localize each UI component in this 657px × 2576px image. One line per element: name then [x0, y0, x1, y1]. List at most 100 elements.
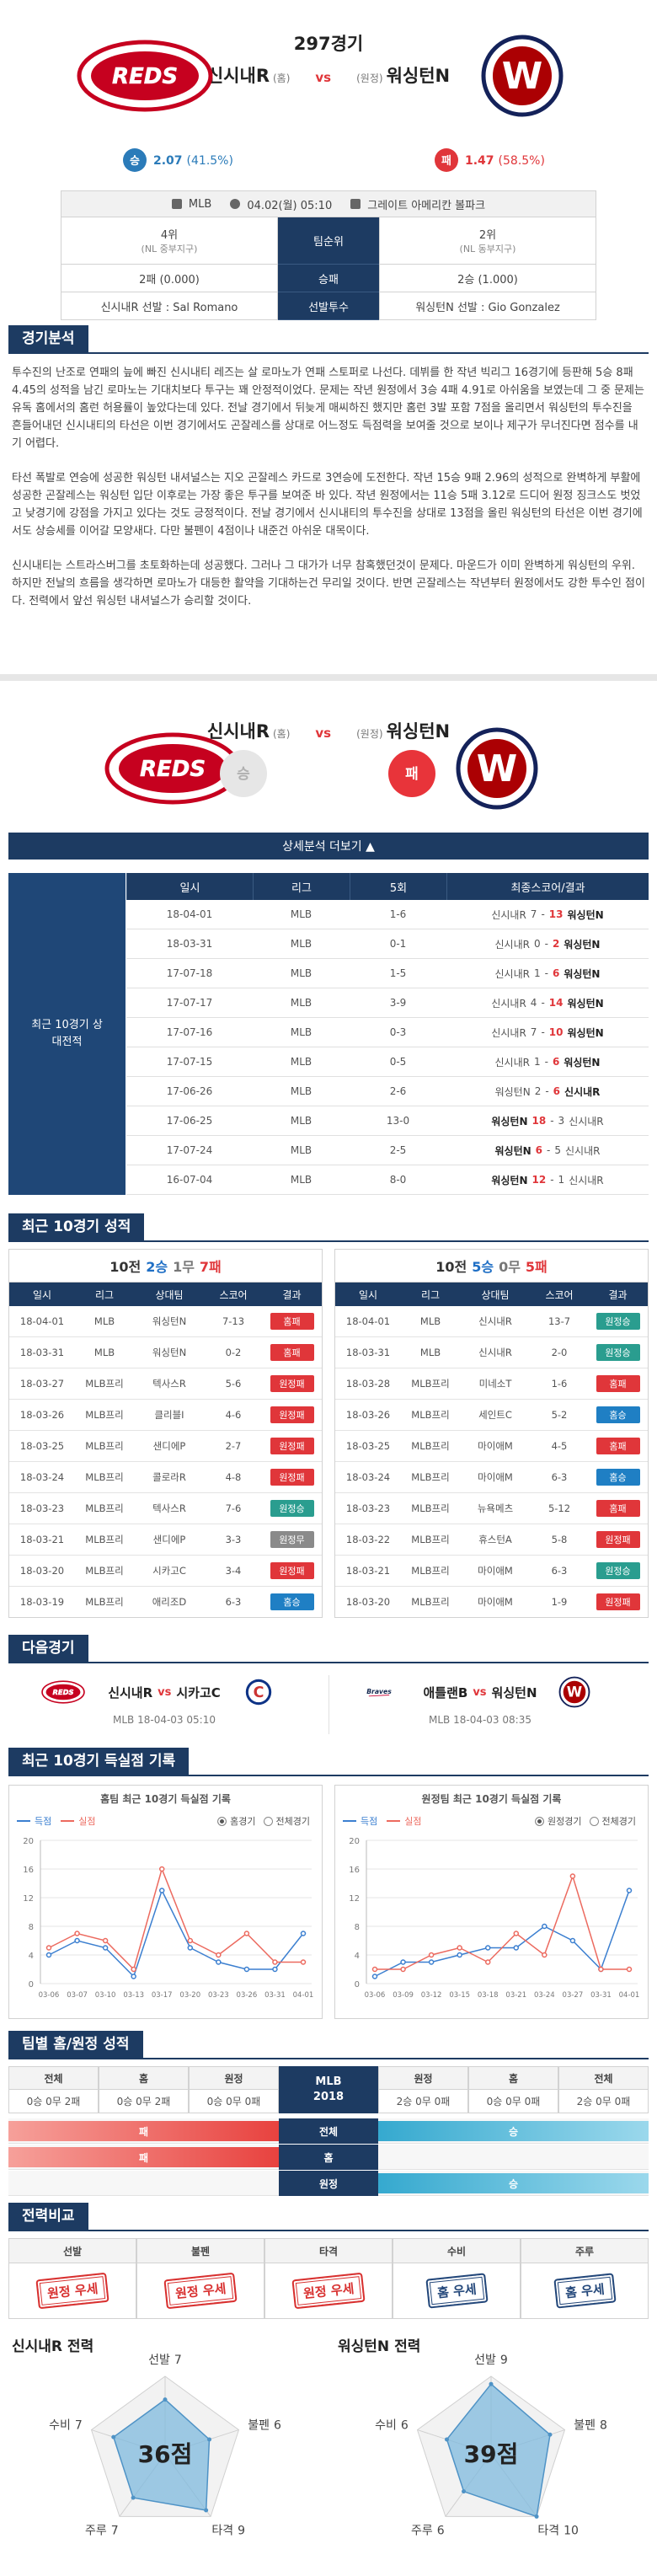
- h2h-result: 신시내R 0-2 워싱턴N: [446, 929, 649, 959]
- ha-value: 0승 0무 2패: [8, 2090, 99, 2113]
- result-text: 패: [405, 766, 419, 783]
- radio-button[interactable]: [589, 1816, 599, 1826]
- logo-body: [248, 1681, 270, 1703]
- h2h-cell: 13-0: [350, 1106, 446, 1136]
- recent-cell: 18-04-01: [8, 1306, 76, 1337]
- team-name: 워싱턴N: [491, 1174, 528, 1186]
- legend-label: 득점: [35, 1816, 52, 1827]
- h2h-cell: MLB: [253, 1136, 350, 1165]
- next-teams: 신시내R vs 시카고C: [84, 1680, 244, 1704]
- away-team: 워싱턴N: [386, 721, 451, 742]
- result-badge: 원정승: [596, 1313, 640, 1330]
- recent-result-cell: 원정패: [261, 1431, 323, 1462]
- recent-cell: 18-03-28: [334, 1368, 402, 1400]
- recent-result-cell: 홈승: [261, 1587, 323, 1618]
- ha-value: 2승 0무 0패: [378, 2090, 468, 2113]
- h2h-header: 5회: [350, 873, 446, 900]
- recent-result-cell: 원정승: [261, 1493, 323, 1524]
- stat-text: (NL 중부지구): [141, 244, 198, 254]
- recent-cell: 신시내R: [459, 1337, 531, 1368]
- recent-cell: 18-03-26: [334, 1400, 402, 1431]
- radar-spoke: [417, 2429, 492, 2455]
- radar-area: [112, 2398, 211, 2511]
- recent-result-cell: 원정승: [587, 1306, 649, 1337]
- recent-result-cell: 원정무: [261, 1524, 323, 1556]
- score: 3: [558, 1115, 565, 1127]
- radar-axis-name: 주루: [411, 2525, 433, 2538]
- radar-point: [131, 2495, 136, 2500]
- h2h-cell: MLB: [253, 1165, 350, 1195]
- recent-cell: 2-0: [531, 1337, 587, 1368]
- radio-label[interactable]: 전체경기: [275, 1816, 310, 1827]
- ha-center-text: 2018: [312, 2091, 345, 2103]
- recent-cell: MLB프리: [76, 1462, 133, 1493]
- score: 2: [534, 1085, 542, 1097]
- score-separator: -: [541, 908, 545, 920]
- score: 14: [548, 997, 564, 1009]
- h2h-cell: 17-07-16: [126, 1018, 253, 1047]
- h2h-result: 신시내R 7-10 워싱턴N: [446, 1018, 649, 1047]
- recent-cell: 4-8: [206, 1462, 261, 1493]
- recent-cell: MLB프리: [402, 1493, 459, 1524]
- summary-part: 7패: [199, 1259, 222, 1275]
- radar-point: [163, 2397, 168, 2402]
- team-name: 워싱턴N: [567, 1026, 604, 1039]
- recent-cell: 7-6: [206, 1493, 261, 1524]
- recent-result-cell: 홈패: [261, 1337, 323, 1368]
- radio-label[interactable]: 홈경기: [230, 1816, 256, 1827]
- radio-button[interactable]: [217, 1816, 227, 1826]
- next-vs: vs: [473, 1685, 487, 1699]
- next-divider: [328, 1675, 329, 1734]
- team-name: 워싱턴N: [494, 1085, 531, 1098]
- team-name: 신시내R: [564, 1085, 601, 1098]
- ha-header: 원정: [189, 2066, 279, 2090]
- recent-cell: MLB: [402, 1337, 459, 1368]
- more-button[interactable]: 상세분석 더보기 ▲: [8, 833, 649, 860]
- logo-text: REDS: [140, 757, 206, 782]
- team-name: 워싱턴N: [567, 997, 604, 1010]
- score: 6: [553, 1085, 561, 1097]
- team-stat-label: 선발투수: [278, 292, 379, 320]
- team-stat-away: 2위 (NL 동부지구): [379, 217, 596, 265]
- h2h-result: 신시내R 4-14 워싱턴N: [446, 988, 649, 1018]
- score: 6: [552, 967, 560, 979]
- radio-label[interactable]: 원정경기: [548, 1816, 582, 1827]
- radio-label[interactable]: 전체경기: [601, 1816, 636, 1827]
- radio-button[interactable]: [263, 1816, 273, 1826]
- analysis-paragraph: 타선 폭발로 연승에 성공한 워싱턴 내셔널스는 지오 곤잘레스 카드로 3연승…: [12, 472, 643, 538]
- recent-cell: MLB프리: [76, 1400, 133, 1431]
- radio-button[interactable]: [535, 1816, 545, 1826]
- team-name: 워싱턴N: [494, 1144, 531, 1157]
- h2h-cell: 18-04-01: [126, 900, 253, 929]
- recent-cell: 마이애M: [459, 1587, 531, 1618]
- h2h-cell: 1-6: [350, 900, 446, 929]
- home-team: 신시내R: [206, 66, 270, 86]
- recent-cell: 클리블I: [133, 1400, 206, 1431]
- ha-center-text: MLB: [315, 2075, 342, 2088]
- recent-header: 리그: [402, 1283, 459, 1306]
- result-badge: 원정승: [596, 1344, 640, 1361]
- chart-title: 홈팀 최근 10경기 득실점 기록: [100, 1793, 231, 1805]
- recent-cell: 18-04-01: [334, 1306, 402, 1337]
- stat-text: 2승 (1.000): [457, 273, 518, 287]
- radar-ring: [135, 2422, 195, 2480]
- result-badge: 홈승: [596, 1406, 640, 1423]
- logo-text: Braves: [366, 1688, 392, 1695]
- chart-title: 원정팀 최근 10경기 득실점 기록: [421, 1793, 562, 1805]
- recent-cell: MLB프리: [76, 1556, 133, 1587]
- recent-cell: 텍사스R: [133, 1493, 206, 1524]
- recent-cell: 텍사스R: [133, 1368, 206, 1400]
- recent-header: 일시: [334, 1283, 402, 1306]
- score: 1: [533, 967, 541, 979]
- h2h-cell: 18-03-31: [126, 929, 253, 959]
- recent-cell: 4-5: [531, 1431, 587, 1462]
- legend-swatch: [17, 1820, 30, 1822]
- h2h-cell: 1-5: [350, 959, 446, 988]
- chart-legend: 득점 실점: [17, 1813, 160, 1829]
- recent-cell: 3-4: [206, 1556, 261, 1587]
- h2h-cell: 8-0: [350, 1165, 446, 1195]
- away-tag: (원정): [356, 728, 383, 740]
- result-badge: 홈승: [270, 1593, 314, 1610]
- radar-total: 36점: [138, 2440, 193, 2468]
- odds-text: 2.07 (41.5%): [153, 154, 233, 168]
